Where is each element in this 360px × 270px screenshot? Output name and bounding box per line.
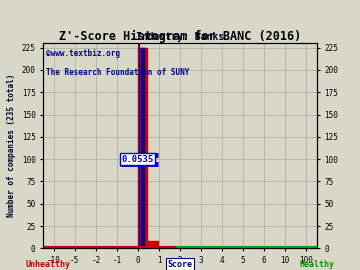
Text: Unhealthy: Unhealthy <box>25 260 70 269</box>
Title: Z'-Score Histogram for BANC (2016): Z'-Score Histogram for BANC (2016) <box>59 30 301 43</box>
Text: The Research Foundation of SUNY: The Research Foundation of SUNY <box>46 68 189 77</box>
Bar <box>148 241 159 248</box>
Bar <box>138 48 148 248</box>
Text: 0.0535: 0.0535 <box>121 155 153 164</box>
Y-axis label: Number of companies (235 total): Number of companies (235 total) <box>7 74 16 218</box>
Text: ©www.textbiz.org: ©www.textbiz.org <box>46 49 120 58</box>
Text: Score: Score <box>167 260 193 269</box>
Bar <box>141 48 145 248</box>
Text: Industry: Banks: Industry: Banks <box>136 32 224 42</box>
Text: Healthy: Healthy <box>300 260 335 269</box>
